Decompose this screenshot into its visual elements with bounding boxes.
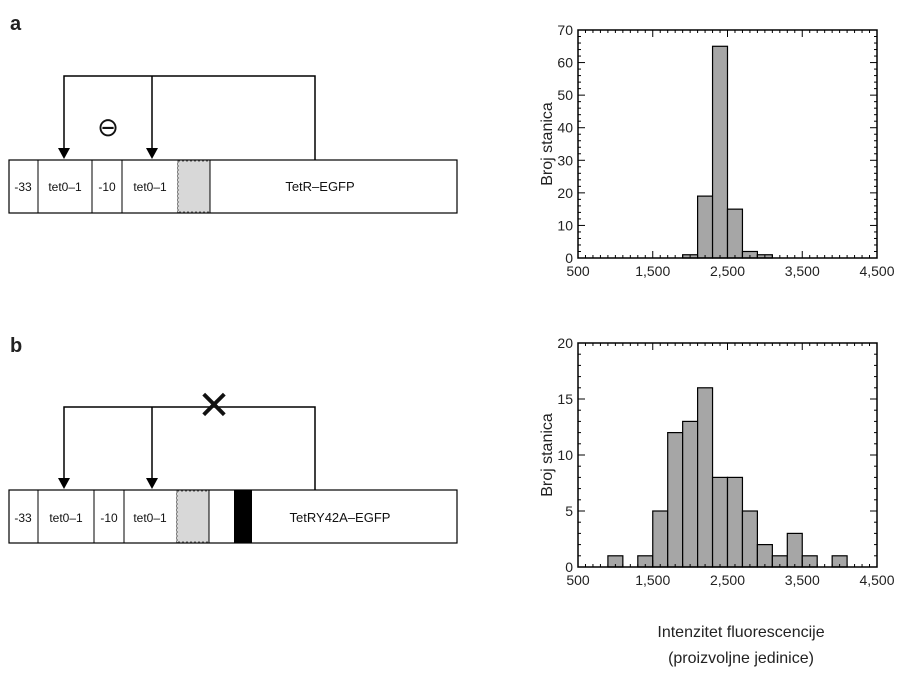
- hist-b-xlabel: Intenzitet fluorescencije: [657, 624, 824, 641]
- panel-b-rbs-block: [176, 490, 210, 543]
- hist-a-ytick-label: 60: [557, 55, 573, 71]
- panel-a-letter: a: [10, 13, 22, 35]
- panel-a-rbs-block: [177, 160, 211, 213]
- hist-a-xtick-label: 1,500: [635, 263, 670, 279]
- panel-a-gene-label: TetR–EGFP: [285, 179, 354, 194]
- panel-a-feedback-line: [63, 75, 316, 160]
- hist-a-bar: [696, 195, 714, 259]
- hist-a-xtick-label: 3,500: [785, 263, 820, 279]
- panel-b-gene-label: TetRY42A–EGFP: [290, 510, 391, 525]
- panel-b-seg-tet2: tet0–1: [133, 511, 167, 525]
- hist-b-bar: [741, 510, 759, 568]
- hist-b-ytick-label: 0: [565, 559, 573, 575]
- hist-a-ytick-label: 0: [565, 250, 573, 266]
- panel-b-feedback-line: [63, 406, 316, 490]
- hist-a-ytick-label: 20: [557, 185, 573, 201]
- hist-b-xtick-label: 2,500: [710, 572, 745, 588]
- hist-a-bar: [726, 208, 744, 259]
- hist-b-bar: [711, 476, 729, 568]
- hist-b-bar: [652, 510, 669, 568]
- hist-b-bar: [682, 420, 699, 568]
- hist-b-bar: [786, 532, 803, 568]
- hist-a-ytick-label: 10: [557, 217, 573, 233]
- hist-a-bar: [711, 45, 729, 259]
- hist-a-ylabel: Broj stanica: [539, 102, 556, 186]
- panel-b-seg-33: -33: [14, 511, 32, 525]
- panel-b-arrowhead-1: [58, 478, 70, 489]
- panel-b-construct: -33 tet0–1 -10 tet0–1 TetRY42A–EGFP: [8, 489, 458, 544]
- panel-b-arrowhead-2: [146, 478, 158, 489]
- panel-b-seg-10: -10: [100, 511, 118, 525]
- panel-a-repression-icon: ⊖: [97, 112, 119, 142]
- hist-a-xtick-label: 2,500: [710, 263, 745, 279]
- hist-b-ylabel: Broj stanica: [539, 413, 556, 497]
- hist-b-ytick-label: 5: [565, 503, 573, 519]
- hist-b-xtick-label: 3,500: [785, 572, 820, 588]
- panel-b-letter: b: [10, 335, 22, 357]
- hist-a-ytick-label: 40: [557, 120, 573, 136]
- panel-a-construct: -33 tet0–1 -10 tet0–1 TetR–EGFP: [8, 159, 458, 214]
- hist-a-ytick-label: 30: [557, 152, 573, 168]
- hist-b-ytick-label: 15: [557, 391, 573, 407]
- histogram-a: 500 1,500 2,500 3,500 4,500 0 10 20 30 40 50 60 70 Br…: [539, 22, 895, 279]
- hist-a-xtick-label: 4,500: [859, 263, 894, 279]
- hist-a-xtick-label: 500: [566, 263, 590, 279]
- hist-b-bar: [756, 543, 773, 568]
- hist-b-xtick-label: 500: [566, 572, 590, 588]
- hist-b-xlabel-units: (proizvoljne jedinice): [668, 650, 814, 667]
- hist-a-ytick-label: 70: [557, 22, 573, 38]
- hist-b-ytick-label: 20: [557, 335, 573, 351]
- hist-b-bar: [696, 387, 714, 568]
- hist-b-bar: [726, 476, 744, 568]
- panel-a-seg-tet2: tet0–1: [133, 180, 167, 194]
- panel-b-no-repression-icon: ✕: [197, 384, 231, 428]
- panel-b-diagram: [63, 406, 316, 490]
- panel-a-seg-10: -10: [98, 180, 116, 194]
- histogram-b: 500 1,500 2,500 3,500 4,500 0 5 10 15 20 Broj stan…: [539, 335, 895, 667]
- hist-b-ytick-label: 10: [557, 447, 573, 463]
- panel-b-seg-tet1: tet0–1: [49, 511, 83, 525]
- hist-b-xtick-label: 4,500: [859, 572, 894, 588]
- panel-b-mutation-block: [234, 490, 252, 543]
- hist-b-xtick-label: 1,500: [635, 572, 670, 588]
- panel-a-seg-33: -33: [14, 180, 32, 194]
- hist-b-bar: [667, 432, 684, 568]
- panel-a-seg-tet1: tet0–1: [48, 180, 82, 194]
- panel-a-arrowhead-1: [58, 148, 70, 159]
- panel-a-arrowhead-2: [146, 148, 158, 159]
- hist-a-ytick-label: 50: [557, 87, 573, 103]
- panel-a-diagram: [63, 75, 316, 160]
